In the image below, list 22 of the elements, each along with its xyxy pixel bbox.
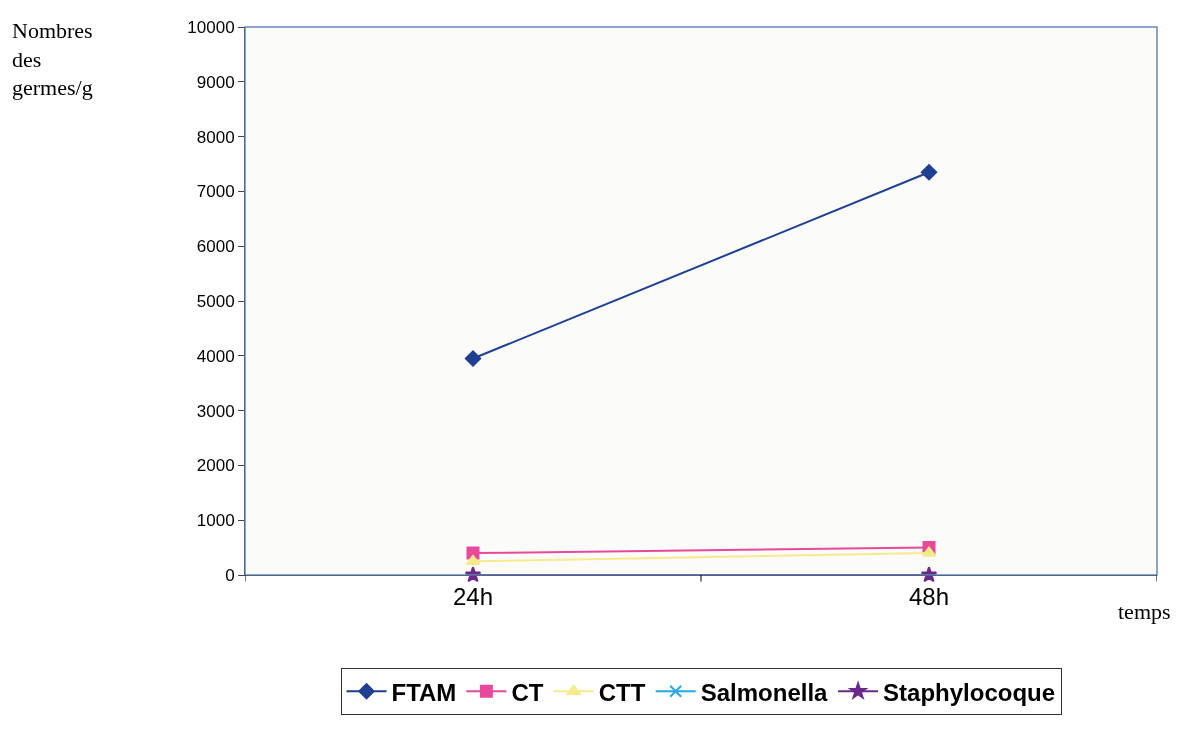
x-axis-title: temps bbox=[1118, 599, 1171, 624]
y-tick-label: 7000 bbox=[196, 182, 235, 202]
point bbox=[464, 350, 482, 367]
y-tick-label: 2000 bbox=[196, 456, 235, 476]
legend-label: CTT bbox=[598, 678, 646, 706]
y-tick-label: 3000 bbox=[196, 401, 235, 421]
y-tick-label: 6000 bbox=[196, 237, 235, 257]
x-tick-label: 48h bbox=[908, 582, 950, 610]
y-tick-label: 5000 bbox=[196, 291, 235, 311]
y-tick-label: 1000 bbox=[196, 511, 235, 531]
x-tick-label: 24h bbox=[452, 582, 494, 610]
y-tick-label: 8000 bbox=[196, 127, 235, 147]
legend-label: CT bbox=[511, 678, 544, 706]
y-tick-label: 9000 bbox=[196, 72, 235, 92]
y-tick-label: 10000 bbox=[187, 17, 235, 37]
point bbox=[920, 164, 938, 181]
legend-label: Staphylocoque bbox=[883, 678, 1056, 706]
y-tick-label: 0 bbox=[225, 565, 235, 585]
legend-label: FTAM bbox=[391, 678, 457, 706]
y-tick-label: 4000 bbox=[196, 346, 235, 366]
legend-label: Salmonella bbox=[700, 678, 829, 706]
y-axis-title: Nombres des germes/g bbox=[12, 18, 93, 101]
